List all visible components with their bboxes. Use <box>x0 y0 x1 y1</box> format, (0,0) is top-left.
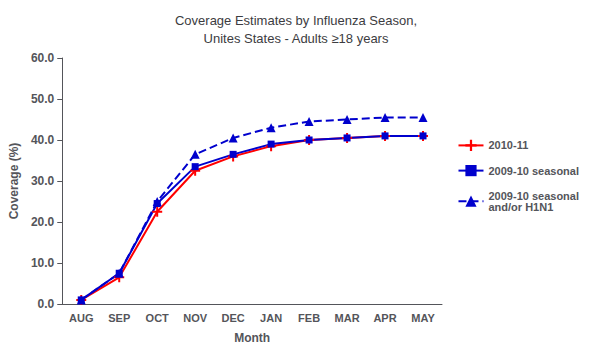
svg-text:30.0: 30.0 <box>31 174 55 188</box>
svg-text:DEC: DEC <box>222 312 245 324</box>
svg-text:MAY: MAY <box>411 312 435 324</box>
svg-text:and/or H1N1: and/or H1N1 <box>488 201 553 213</box>
svg-text:SEP: SEP <box>108 312 130 324</box>
svg-text:60.0: 60.0 <box>31 51 55 65</box>
svg-text:20.0: 20.0 <box>31 215 55 229</box>
svg-text:Month: Month <box>234 331 270 345</box>
svg-text:2009-10 seasonal: 2009-10 seasonal <box>488 165 579 177</box>
svg-text:40.0: 40.0 <box>31 133 55 147</box>
svg-text:Coverage (%): Coverage (%) <box>7 143 21 220</box>
svg-text:FEB: FEB <box>298 312 320 324</box>
svg-text:Coverage Estimates by Influenz: Coverage Estimates by Influenza Season, <box>175 13 417 28</box>
svg-text:2009-10 seasonal: 2009-10 seasonal <box>488 189 579 202</box>
svg-text:Unites States - Adults ≥18 yea: Unites States - Adults ≥18 years <box>204 31 389 46</box>
svg-text:50.0: 50.0 <box>31 92 55 106</box>
svg-text:2010-11: 2010-11 <box>488 139 528 151</box>
svg-text:JAN: JAN <box>260 312 282 324</box>
svg-text:APR: APR <box>373 312 396 324</box>
svg-text:MAR: MAR <box>335 312 360 324</box>
svg-text:OCT: OCT <box>146 312 170 324</box>
svg-text:10.0: 10.0 <box>31 256 55 270</box>
svg-text:NOV: NOV <box>183 312 208 324</box>
svg-text:0.0: 0.0 <box>38 297 55 311</box>
svg-text:AUG: AUG <box>69 312 93 324</box>
